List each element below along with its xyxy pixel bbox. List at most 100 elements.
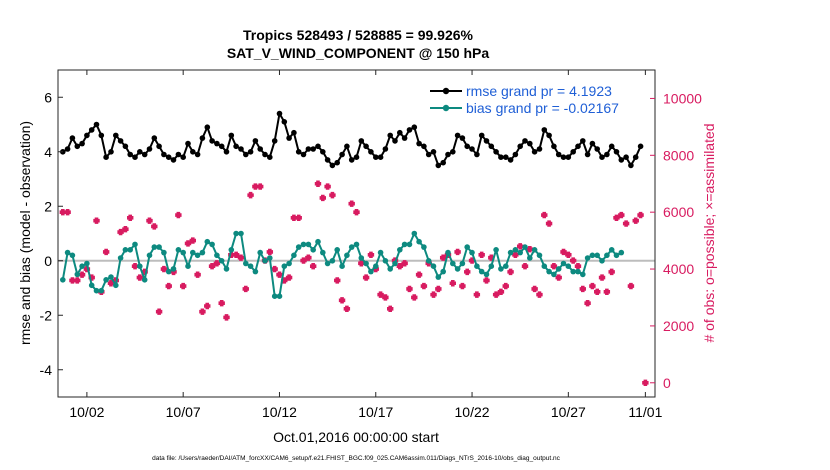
y-right-tick-label: 2000 [663,318,694,334]
rmse-point [344,143,350,150]
x-tick-label: 10/07 [166,404,201,420]
obs-count-marker [175,211,182,219]
obs-count-marker [483,277,490,284]
bias-point [546,268,552,275]
rmse-point [339,151,345,158]
rmse-point [324,157,331,163]
bias-point [64,249,71,256]
x-tick-label: 10/17 [358,404,393,420]
bias-point [425,258,432,264]
legend-rmse-marker [442,87,450,95]
obs-count-marker [473,291,481,298]
obs-count-marker [382,294,389,301]
rmse-point [156,143,162,150]
bias-point [98,287,105,294]
x-tick-label: 10/02 [69,404,104,420]
rmse-point [632,154,639,160]
x-axis-label: Oct.01,2016 00:00:00 start [273,429,439,445]
bias-point [137,263,143,270]
bias-point [252,268,259,275]
legend: rmse grand pr = 4.1923 bias grand pr = -… [430,83,619,116]
bias-point [295,244,302,250]
rmse-point [440,159,447,166]
rmse-point [267,154,273,160]
obs-count-marker [367,251,375,259]
rmse-point [194,151,201,158]
bias-point [267,255,273,261]
obs-count-marker [565,251,572,259]
rmse-point [575,143,581,150]
rmse-point [580,138,586,144]
bias-point [262,258,268,264]
obs-count-marker [584,299,591,307]
rmse-point [464,143,471,150]
rmse-point [411,124,418,130]
x-tick-label: 11/01 [628,404,662,420]
obs-count-marker [613,214,620,222]
obs-count-marker [78,271,86,278]
rmse-point [223,149,230,155]
y-right-tick-label: 10000 [663,90,702,106]
obs-count-marker [415,271,423,278]
bias-point [218,258,225,264]
rmse-point [185,140,191,147]
bias-point [507,249,514,256]
obs-count-marker [117,228,124,236]
bias-point [329,258,336,264]
bias-point [320,249,326,256]
rmse-point [445,151,451,158]
rmse-point [546,132,552,139]
bias-point [613,252,620,259]
rmse-point [459,135,466,141]
obs-count-marker [545,220,553,227]
bias-point [305,241,312,248]
rmse-point [329,162,336,169]
rmse-point [478,132,485,139]
rmse-point [127,151,133,158]
bias-point [271,293,278,300]
rmse-point [560,154,567,160]
obs-count-marker [329,191,336,199]
obs-count-marker [69,277,76,284]
bias-point [286,260,292,267]
bias-point [88,282,95,289]
obs-count-marker [218,299,225,307]
rmse-point [517,143,523,150]
bias-point [103,277,109,283]
chart-title-line2: SAT_V_WIND_COMPONENT @ 150 hPa [227,45,490,61]
bias-point [276,293,283,300]
bias-point [156,244,162,250]
obs-count-marker [309,263,317,270]
obs-count-marker [165,282,172,290]
bias-point [228,247,235,253]
bias-point [421,244,427,250]
bias-point [127,247,133,253]
obs-count-marker [622,220,630,227]
rmse-point [608,143,615,150]
obs-count-marker [276,271,283,278]
bias-point [459,260,466,267]
rmse-point [165,154,172,160]
rmse-point [315,143,321,150]
bias-point [527,255,533,261]
rmse-point [320,149,326,155]
bias-point [555,266,562,272]
bias-point [450,260,456,267]
rmse-point [425,151,432,158]
rmse-point [117,138,124,144]
bias-point [247,263,254,270]
rmse-point [421,143,427,150]
bias-point [310,247,317,253]
obs-count-marker [252,183,259,190]
obs-count-marker [338,297,346,304]
bias-point [604,252,610,259]
rmse-point [493,149,499,155]
obs-count-marker [184,240,192,247]
rmse-point [416,140,422,147]
bias-point [165,268,172,275]
bias-point [536,252,543,259]
obs-count-marker [531,285,538,293]
bias-point [392,260,398,267]
obs-count-marker [353,208,360,216]
rmse-point [604,151,610,158]
